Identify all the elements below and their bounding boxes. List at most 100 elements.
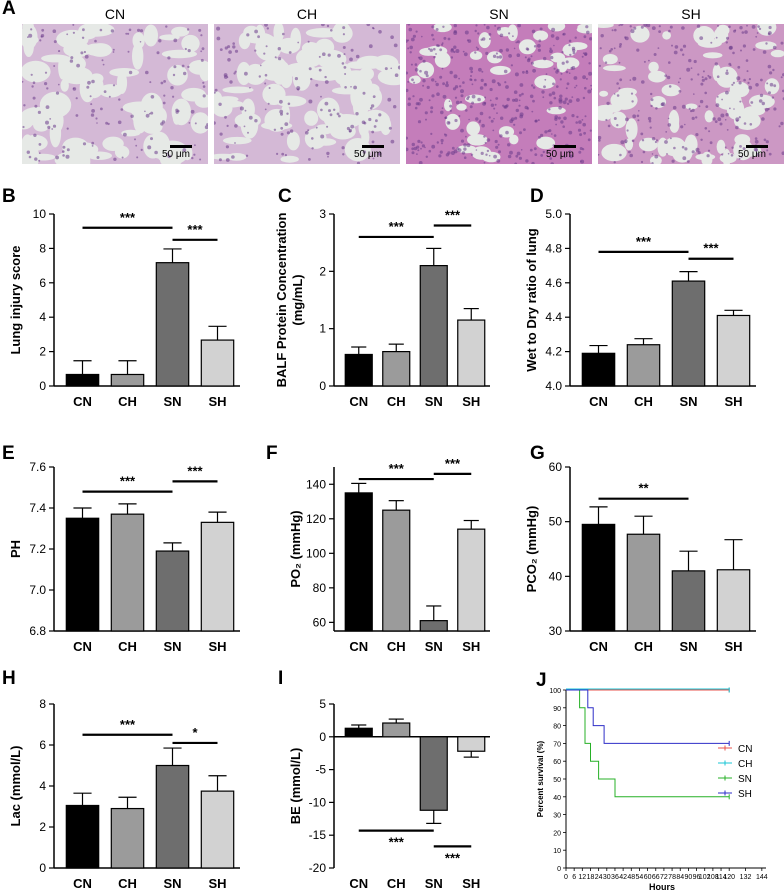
y-tick-label-j: 40 [553,795,561,802]
x-tick-label-e-sh: SH [208,639,226,654]
y-tick-label-i: 5 [319,697,326,711]
y-tick-label-f: 140 [306,477,326,491]
y-tick-label-h: 4 [39,779,46,793]
bar-b-ch [110,373,145,387]
bar-b-sn [155,262,190,387]
x-tick-label-j: 96 [693,874,701,881]
y-tick-label-i: -20 [309,861,327,875]
y-axis-label-c: (mg/mL) [290,274,305,325]
y-tick-label-f: 120 [306,512,326,526]
x-tick-label-j: 102 [699,874,711,881]
significance-label-e: *** [120,474,136,489]
x-tick-label-c-ch: CH [387,394,406,409]
y-tick-label-h: 2 [39,820,46,834]
y-tick-label-j: 0 [557,866,561,873]
bar-d-cn [581,352,616,387]
x-tick-label-c-sn: SN [425,394,443,409]
y-tick-label-j: 100 [549,688,561,695]
scale-bar [746,145,768,148]
bar-b-sh [200,339,235,387]
y-tick-label-i: -5 [315,763,326,777]
x-tick-label-j: 48 [627,874,635,881]
x-tick-label-j: 18 [587,874,595,881]
y-tick-label-j: 60 [553,759,561,766]
scale-bar-label: 50 μm [546,149,574,160]
histology-image-ch [214,24,400,164]
y-tick-label-b: 2 [39,345,46,359]
x-tick-label-i-sh: SH [462,876,480,891]
x-tick-label-j: 114 [715,874,726,881]
x-tick-label-b-sn: SN [163,394,181,409]
y-tick-label-c: 2 [319,264,326,278]
bar-e-cn [65,517,100,632]
x-tick-label-h-cn: CN [73,876,92,891]
legend-label-sn: SN [738,774,752,785]
x-tick-label-j: 0 [564,874,568,881]
x-tick-label-j: 132 [740,874,752,881]
bar-h-cn [65,804,100,869]
y-axis-label-g: PCO₂ (mmHg) [524,506,539,593]
x-tick-label-e-ch: CH [118,639,137,654]
y-tick-label-g: 30 [549,624,563,638]
bar-i-ch [382,722,411,738]
bar-h-sn [155,764,190,869]
y-tick-label-i: -15 [309,828,327,842]
scale-bar [362,145,384,148]
bar-h-sh [200,790,235,869]
bar-c-sn [419,265,448,387]
scale-bar [554,145,576,148]
y-axis-label-f: PO₂ (mmHg) [288,510,303,587]
y-tick-label-i: 0 [319,730,326,744]
y-tick-label-f: 60 [313,615,327,629]
x-tick-label-f-cn: CN [349,639,368,654]
y-tick-label-j: 80 [553,724,561,731]
scale-bar-label: 50 μm [738,149,766,160]
y-tick-label-f: 80 [313,581,327,595]
x-tick-label-j: 54 [636,874,644,881]
histology-title-sh: SH [681,6,701,22]
bar-d-sh [716,314,751,387]
bar-f-ch [382,509,411,632]
bar-c-sh [457,319,486,387]
panel-label-i: I [278,668,284,689]
y-tick-label-e: 7.2 [29,542,46,556]
x-tick-label-g-sn: SN [679,639,697,654]
x-tick-label-f-sn: SN [425,639,443,654]
panel-label-f: F [266,443,278,464]
x-tick-label-c-cn: CN [349,394,368,409]
y-tick-label-e: 7.0 [29,583,46,597]
x-tick-label-j: 90 [685,874,693,881]
x-tick-label-j: 144 [756,874,768,881]
y-axis-label-j: Percent survival (%) [536,740,545,817]
x-tick-label-b-ch: CH [118,394,137,409]
x-tick-label-j: 24 [595,874,603,881]
significance-label-h: * [192,725,198,740]
x-tick-label-f-sh: SH [462,639,480,654]
bar-f-sn [419,620,448,632]
y-axis-label-h: Lac (mmol/L) [8,746,23,827]
x-tick-label-j: 12 [578,874,586,881]
x-tick-label-h-ch: CH [118,876,137,891]
scale-bar-label: 50 μm [354,149,382,160]
significance-label-f: *** [445,456,461,471]
bar-g-ch [626,533,661,632]
histology-title-cn: CN [104,6,126,22]
panel-label-a: A [2,0,16,19]
x-tick-label-j: 60 [644,874,652,881]
x-tick-label-j: 78 [668,874,676,881]
bar-f-sh [457,528,486,632]
y-axis-label-d: Wet to Dry ratio of lung [524,228,539,372]
x-tick-label-d-sn: SN [679,394,697,409]
y-tick-label-j: 50 [553,777,561,784]
histology-image-cn [22,24,208,164]
bar-g-cn [581,523,616,632]
significance-label-c: *** [389,219,405,234]
bar-b-cn [65,373,100,387]
y-tick-label-d: 4.4 [545,310,562,324]
x-tick-label-i-ch: CH [387,876,406,891]
panel-label-j: J [536,670,547,691]
bar-e-sn [155,550,190,632]
x-tick-label-i-sn: SN [425,876,443,891]
y-tick-label-d: 4.6 [545,276,562,290]
significance-label-d: *** [636,234,652,249]
